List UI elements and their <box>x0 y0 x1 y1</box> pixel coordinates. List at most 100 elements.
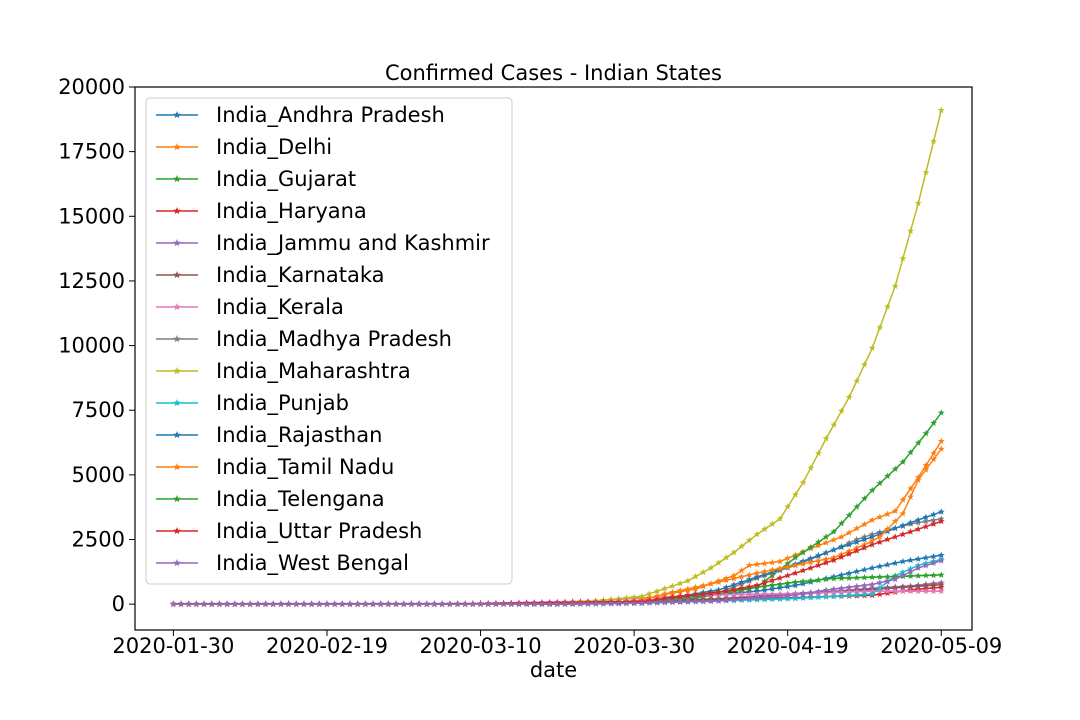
data-point-marker <box>876 590 884 598</box>
legend-box <box>145 97 513 585</box>
data-point-marker <box>907 448 914 456</box>
legend-item: India_West Bengal <box>156 551 409 576</box>
data-point-marker <box>815 449 822 457</box>
legend-label: India_Kerala <box>216 295 344 320</box>
data-point-marker <box>822 559 830 566</box>
data-point-marker <box>815 587 822 595</box>
data-point-marker <box>861 566 868 573</box>
data-point-marker <box>822 593 830 600</box>
data-point-marker <box>676 598 684 605</box>
legend-item: India_Maharashtra <box>156 359 411 384</box>
data-point-marker <box>822 549 830 556</box>
data-point-marker <box>507 600 515 608</box>
data-point-marker <box>791 594 799 602</box>
y-tick-label: 10000 <box>58 334 125 358</box>
data-point-marker <box>899 530 907 538</box>
data-point-marker <box>661 598 669 606</box>
data-point-marker <box>722 554 730 561</box>
data-point-marker <box>784 579 792 587</box>
data-point-marker <box>937 551 945 559</box>
data-point-marker <box>661 590 669 597</box>
data-point-marker <box>768 595 776 603</box>
data-point-marker <box>830 585 838 593</box>
data-point-marker <box>369 600 377 608</box>
data-point-marker <box>177 600 185 608</box>
data-point-marker <box>784 571 792 579</box>
data-point-marker <box>930 510 938 518</box>
data-point-marker <box>922 429 930 437</box>
data-point-marker <box>876 513 884 520</box>
data-point-marker <box>292 600 300 608</box>
data-point-marker <box>799 479 807 486</box>
data-point-marker <box>745 536 753 544</box>
data-point-marker <box>185 600 193 608</box>
y-tick-label: 17500 <box>58 140 125 164</box>
data-point-marker <box>868 564 876 571</box>
data-point-marker <box>914 587 922 595</box>
data-point-marker <box>914 582 922 590</box>
data-point-marker <box>515 600 523 608</box>
data-point-marker <box>853 503 861 510</box>
data-point-marker <box>523 600 531 608</box>
data-point-marker <box>907 493 914 500</box>
data-point-marker <box>868 516 876 524</box>
y-tick-label: 12500 <box>58 269 125 293</box>
data-point-marker <box>853 538 861 545</box>
data-point-marker <box>845 511 853 519</box>
data-point-marker <box>853 524 861 532</box>
data-point-marker <box>692 583 699 591</box>
data-point-marker <box>907 587 914 595</box>
data-point-marker <box>876 584 884 591</box>
data-point-marker <box>868 344 876 352</box>
x-axis: 2020-01-30 2020-02-19 2020-03-10 2020-03-30… <box>112 630 1002 658</box>
data-point-marker <box>738 595 746 603</box>
data-point-marker <box>914 516 922 523</box>
data-point-marker <box>692 591 699 598</box>
legend-label: India_Uttar Pradesh <box>216 519 422 544</box>
data-point-marker <box>692 598 699 605</box>
data-point-marker <box>338 600 346 608</box>
legend-marker <box>173 559 181 567</box>
data-point-marker <box>730 596 738 603</box>
data-point-marker <box>753 583 761 591</box>
data-point-marker <box>784 503 792 510</box>
data-point-marker <box>730 574 738 582</box>
data-point-marker <box>791 561 799 569</box>
data-point-marker <box>876 562 884 570</box>
data-point-marker <box>884 573 891 580</box>
data-point-marker <box>576 600 584 607</box>
data-point-marker <box>676 586 684 594</box>
data-point-marker <box>853 591 861 598</box>
data-point-marker <box>922 561 930 569</box>
data-point-marker <box>861 544 868 551</box>
data-point-marker <box>922 461 930 469</box>
data-point-marker <box>853 567 861 575</box>
data-point-marker <box>845 591 853 599</box>
data-point-marker <box>838 533 845 540</box>
data-point-marker <box>807 588 815 596</box>
data-point-marker <box>768 520 776 527</box>
data-point-marker <box>830 556 838 564</box>
data-point-marker <box>845 583 853 591</box>
data-point-marker <box>937 581 945 588</box>
legend-marker <box>173 303 181 311</box>
data-point-marker <box>914 199 922 207</box>
data-point-marker <box>776 564 784 572</box>
data-point-marker <box>907 528 914 535</box>
data-point-marker <box>815 561 822 569</box>
data-point-marker <box>638 599 646 607</box>
data-point-marker <box>768 576 776 584</box>
data-point-marker <box>492 600 500 608</box>
data-point-marker <box>830 528 838 535</box>
legend-label: India_Jammu and Kashmir <box>216 231 490 256</box>
data-point-marker <box>845 588 853 595</box>
data-point-marker <box>761 559 769 567</box>
data-point-marker <box>899 521 907 529</box>
data-point-marker <box>431 600 438 608</box>
data-point-marker <box>231 600 239 608</box>
data-point-marker <box>776 592 784 599</box>
data-point-marker <box>899 583 907 591</box>
data-point-marker <box>200 600 208 608</box>
legend-marker <box>173 367 181 375</box>
data-point-marker <box>868 537 876 544</box>
